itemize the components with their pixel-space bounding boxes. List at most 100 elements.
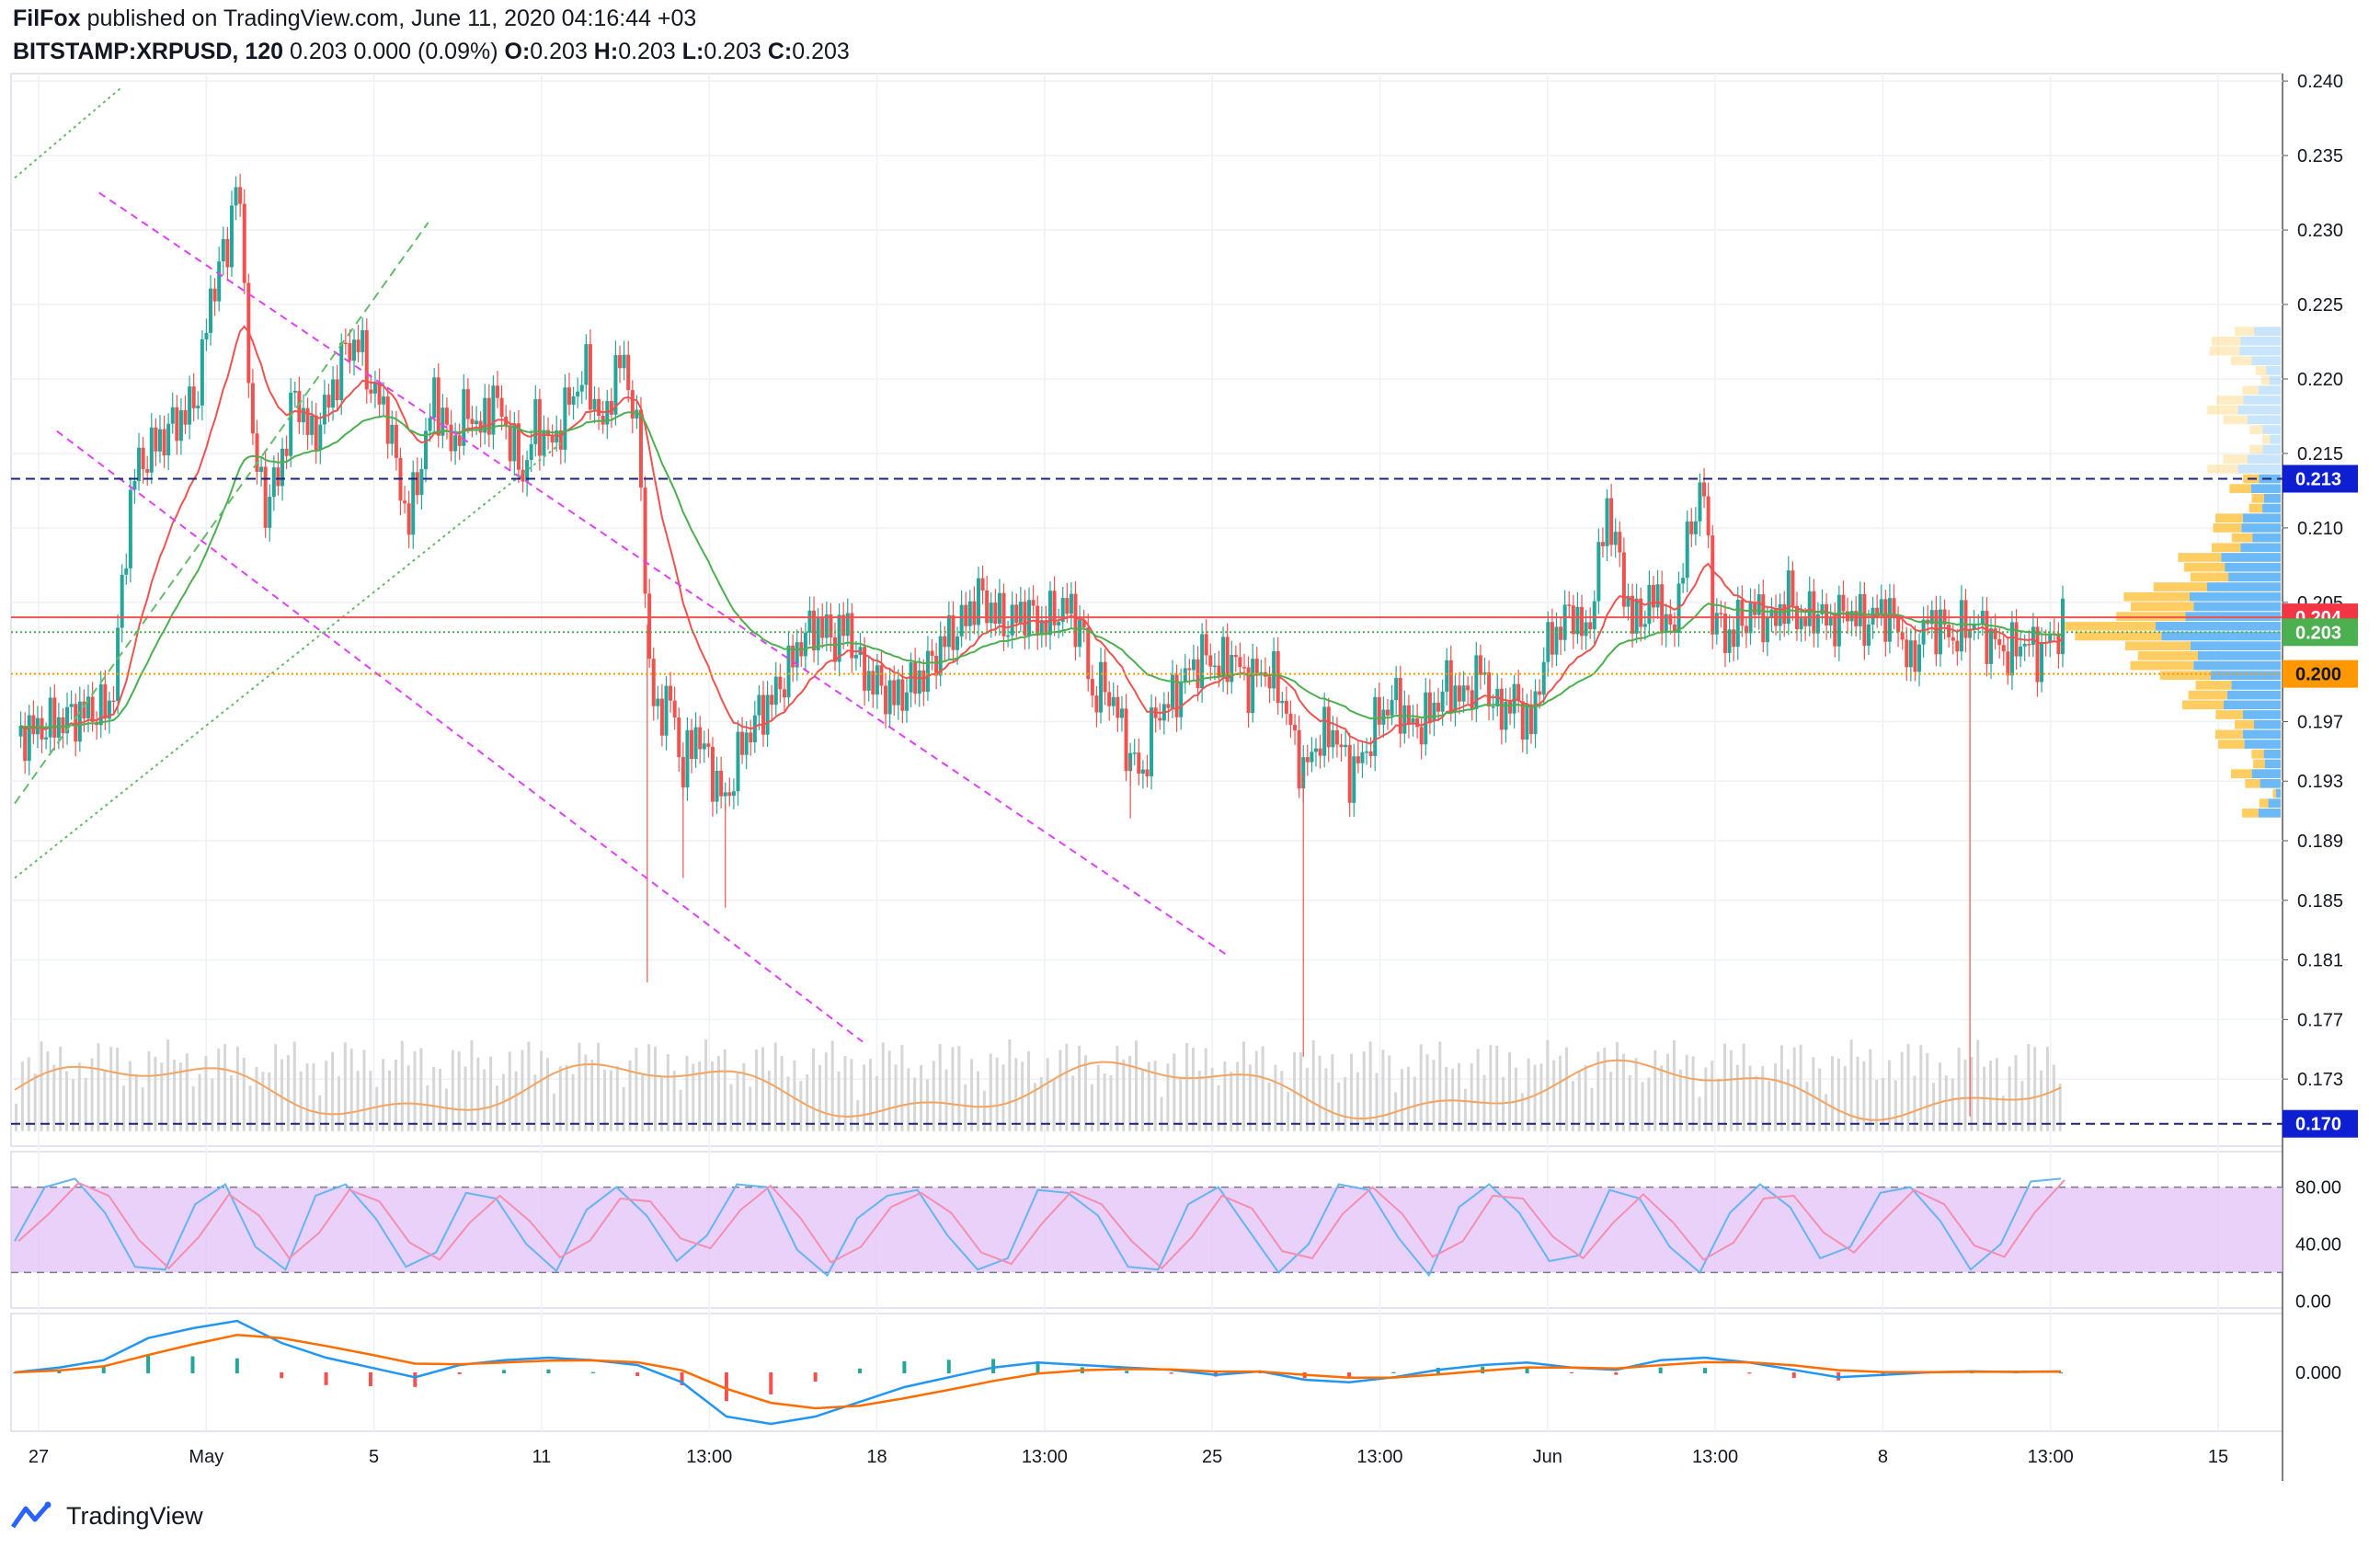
volume-bar bbox=[508, 1051, 511, 1131]
candle-body bbox=[1655, 584, 1660, 608]
volume-bar bbox=[786, 1076, 790, 1131]
candle-body bbox=[1735, 600, 1740, 648]
volume-bar bbox=[1413, 1076, 1416, 1131]
candle-body bbox=[1685, 521, 1689, 579]
volume-bar bbox=[1299, 1051, 1302, 1131]
volume-bar bbox=[1944, 1075, 1948, 1131]
candle-body bbox=[86, 696, 90, 719]
candle-body bbox=[154, 427, 158, 452]
volume-profile-up-bar bbox=[2231, 681, 2281, 690]
volume-bar bbox=[1963, 1059, 1967, 1131]
volume-bar bbox=[868, 1059, 872, 1131]
candle-body bbox=[566, 387, 571, 405]
candle-body bbox=[736, 731, 740, 792]
candle-body bbox=[382, 396, 386, 405]
volume-profile-up-bar bbox=[2263, 494, 2281, 503]
candle-body bbox=[1525, 704, 1529, 740]
candle-body bbox=[1069, 593, 1073, 614]
macd-histogram-bar bbox=[1791, 1372, 1796, 1378]
volume-bar bbox=[292, 1041, 296, 1131]
candle-body bbox=[1550, 622, 1554, 655]
price-tick-label: 0.197 bbox=[2297, 712, 2343, 732]
candle-body bbox=[1938, 609, 1942, 655]
volume-bar bbox=[375, 1086, 379, 1131]
volume-bar bbox=[1894, 1080, 1897, 1131]
volume-bar bbox=[812, 1048, 816, 1131]
volume-bar bbox=[46, 1051, 50, 1131]
volume-profile-down-bar bbox=[2223, 454, 2248, 464]
volume-profile-up-bar bbox=[2264, 759, 2281, 769]
candle-body bbox=[1508, 701, 1513, 714]
candle-body bbox=[457, 435, 462, 446]
volume-bar bbox=[2045, 1046, 2049, 1131]
candle-body bbox=[2001, 645, 2006, 652]
candle-body bbox=[1908, 640, 1913, 668]
volume-bar bbox=[1755, 1075, 1758, 1131]
volume-bar bbox=[1634, 1058, 1638, 1131]
volume-bar bbox=[160, 1062, 164, 1131]
candle-body bbox=[959, 604, 964, 637]
high-value: 0.203 bbox=[618, 39, 676, 64]
volume-bar bbox=[1830, 1056, 1834, 1131]
candle-body bbox=[103, 683, 108, 719]
candle-body bbox=[297, 390, 302, 423]
candle-body bbox=[967, 601, 972, 626]
volume-bar bbox=[1577, 1071, 1581, 1131]
candle-body bbox=[1554, 626, 1559, 655]
author-name: FilFox bbox=[13, 6, 81, 31]
volume-profile-up-bar bbox=[2250, 484, 2281, 494]
candle-body bbox=[209, 288, 213, 333]
symbol-label: BITSTAMP:XRPUSD, 120 bbox=[13, 39, 284, 64]
candle-body bbox=[1744, 625, 1748, 634]
candle-body bbox=[280, 448, 285, 487]
volume-bar bbox=[1900, 1051, 1904, 1131]
candle-body bbox=[1580, 606, 1585, 637]
volume-profile-up-bar bbox=[2262, 503, 2281, 513]
candle-body bbox=[896, 679, 900, 706]
macd-histogram-bar bbox=[1347, 1372, 1352, 1378]
candle-body bbox=[1204, 634, 1208, 656]
candle-body bbox=[74, 704, 78, 742]
candle-body bbox=[1183, 668, 1187, 683]
candle-body bbox=[786, 645, 791, 698]
volume-bar bbox=[527, 1041, 531, 1131]
volume-profile-up-bar bbox=[2268, 798, 2281, 809]
candle-body bbox=[191, 386, 196, 408]
volume-bar bbox=[1691, 1056, 1695, 1131]
candle-body bbox=[1803, 618, 1808, 626]
candle-body bbox=[415, 472, 419, 496]
candle-body bbox=[1732, 629, 1736, 648]
macd-histogram-bar bbox=[457, 1372, 462, 1374]
volume-bar bbox=[647, 1044, 651, 1131]
volume-profile-up-bar bbox=[2270, 434, 2281, 444]
macd-histogram-bar bbox=[724, 1372, 728, 1402]
volume-bar bbox=[1527, 1058, 1530, 1131]
candle-body bbox=[217, 261, 222, 302]
price-tick-label: 0.177 bbox=[2297, 1010, 2343, 1030]
last-change: 0.203 0.000 (0.09%) bbox=[289, 39, 498, 64]
volume-bar bbox=[305, 1063, 309, 1131]
candle-body bbox=[1246, 667, 1251, 714]
candle-body bbox=[1301, 757, 1306, 789]
volume-bar bbox=[806, 1073, 809, 1131]
candle-body bbox=[1322, 706, 1327, 756]
volume-profile-up-bar bbox=[2258, 385, 2281, 396]
candle-body bbox=[1639, 598, 1643, 627]
candle-body bbox=[1605, 498, 1609, 546]
candle-body bbox=[1023, 602, 1027, 636]
candle-body bbox=[1719, 613, 1723, 614]
candle-body bbox=[141, 447, 145, 470]
volume-bar bbox=[1717, 1078, 1721, 1131]
volume-bar bbox=[116, 1048, 120, 1131]
volume-bar bbox=[65, 1071, 69, 1131]
candle-body bbox=[314, 415, 318, 451]
candle-body bbox=[1036, 605, 1040, 636]
volume-bar bbox=[1495, 1045, 1499, 1131]
volume-bar bbox=[121, 1085, 125, 1131]
candle-body bbox=[1347, 744, 1352, 803]
open-value: 0.203 bbox=[530, 39, 588, 64]
macd-histogram-bar bbox=[368, 1372, 372, 1387]
candle-body bbox=[1297, 730, 1301, 789]
price-tick-label: 0.215 bbox=[2297, 444, 2343, 465]
